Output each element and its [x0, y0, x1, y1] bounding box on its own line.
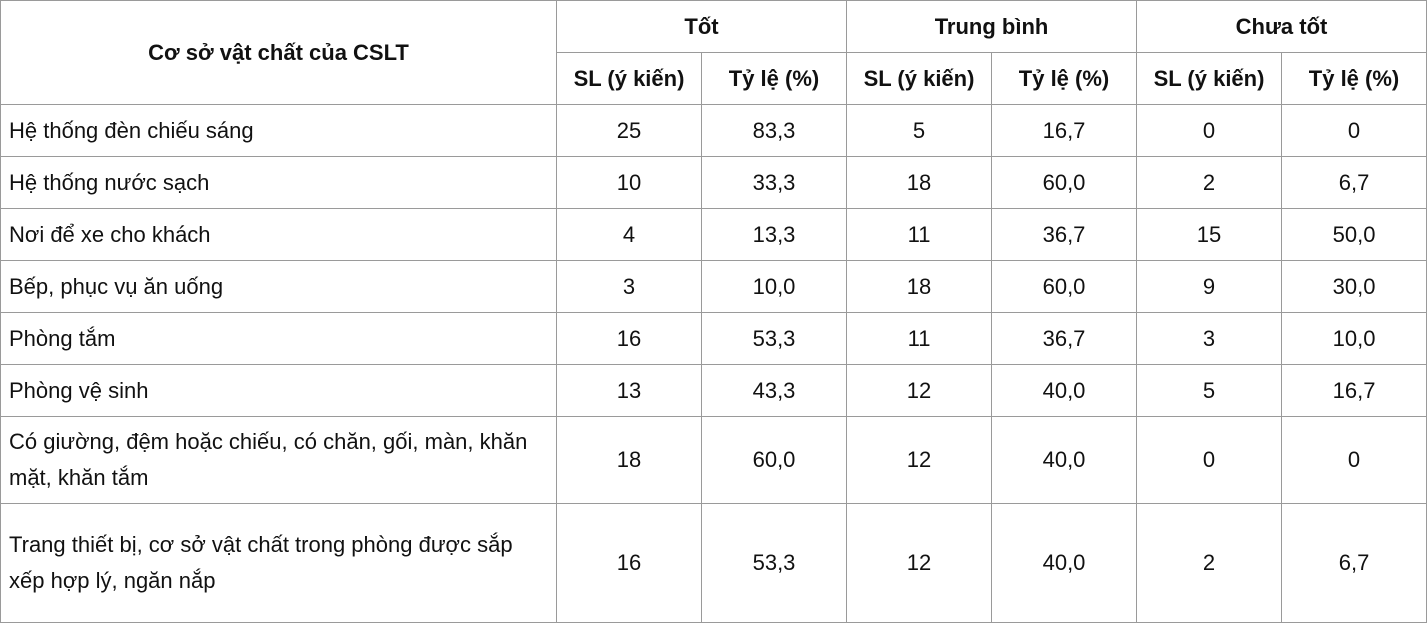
row-label: Hệ thống đèn chiếu sáng — [0, 104, 557, 157]
subheader-cell: SL (ý kiến) — [1136, 52, 1283, 105]
data-cell: 9 — [1136, 260, 1283, 313]
data-cell: 40,0 — [991, 416, 1138, 504]
table-row: Nơi để xe cho khách 4 13,3 11 36,7 15 50,0 — [0, 208, 1428, 261]
data-cell: 5 — [1136, 364, 1283, 417]
data-cell: 13 — [556, 364, 702, 417]
data-cell: 25 — [556, 104, 702, 157]
data-cell: 11 — [846, 208, 993, 261]
data-cell: 11 — [846, 312, 993, 365]
table-row: Phòng vệ sinh 13 43,3 12 40,0 5 16,7 — [0, 364, 1428, 417]
data-cell: 36,7 — [991, 208, 1138, 261]
data-cell: 53,3 — [700, 503, 848, 623]
subheader-cell: Tỷ lệ (%) — [700, 52, 848, 105]
row-label: Có giường, đệm hoặc chiếu, có chăn, gối,… — [0, 416, 557, 504]
subheader-cell: SL (ý kiến) — [556, 52, 702, 105]
data-cell: 5 — [846, 104, 993, 157]
data-cell: 18 — [556, 416, 702, 504]
data-cell: 13,3 — [700, 208, 848, 261]
data-cell: 10 — [556, 156, 702, 209]
data-cell: 60,0 — [991, 156, 1138, 209]
data-cell: 12 — [846, 503, 993, 623]
row-label: Phòng vệ sinh — [0, 364, 557, 417]
data-cell: 16,7 — [1281, 364, 1428, 417]
header-cell: Cơ sở vật chất của CSLT — [0, 0, 557, 105]
data-cell: 60,0 — [700, 416, 848, 504]
data-cell: 3 — [556, 260, 702, 313]
data-cell: 12 — [846, 416, 993, 504]
data-cell: 30,0 — [1281, 260, 1428, 313]
table-row: Trang thiết bị, cơ sở vật chất trong phò… — [0, 503, 1428, 623]
data-cell: 83,3 — [700, 104, 848, 157]
table-row: Có giường, đệm hoặc chiếu, có chăn, gối,… — [0, 416, 1428, 504]
group-header: Trung bình — [846, 0, 1138, 53]
data-cell: 18 — [846, 156, 993, 209]
row-label: Phòng tắm — [0, 312, 557, 365]
row-label: Bếp, phục vụ ăn uống — [0, 260, 557, 313]
header-row: Cơ sở vật chất của CSLT Tốt Trung bình Chưa… — [0, 0, 1428, 105]
subheader-cell: Tỷ lệ (%) — [991, 52, 1138, 105]
group-header: Chưa tốt — [1136, 0, 1428, 53]
data-cell: 4 — [556, 208, 702, 261]
data-cell: 6,7 — [1281, 156, 1428, 209]
data-cell: 36,7 — [991, 312, 1138, 365]
data-cell: 15 — [1136, 208, 1283, 261]
data-cell: 53,3 — [700, 312, 848, 365]
data-cell: 50,0 — [1281, 208, 1428, 261]
data-cell: 18 — [846, 260, 993, 313]
data-cell: 10,0 — [700, 260, 848, 313]
subheader-cell: SL (ý kiến) — [846, 52, 993, 105]
data-cell: 0 — [1136, 416, 1283, 504]
data-cell: 0 — [1281, 416, 1428, 504]
data-cell: 16 — [556, 312, 702, 365]
subheader-cell: Tỷ lệ (%) — [1281, 52, 1428, 105]
data-cell: 40,0 — [991, 503, 1138, 623]
data-cell: 2 — [1136, 156, 1283, 209]
data-cell: 40,0 — [991, 364, 1138, 417]
table-header: Cơ sở vật chất của CSLT Tốt Trung bình Chưa… — [0, 0, 1428, 105]
data-cell: 0 — [1136, 104, 1283, 157]
data-cell: 3 — [1136, 312, 1283, 365]
data-cell: 0 — [1281, 104, 1428, 157]
data-cell: 10,0 — [1281, 312, 1428, 365]
row-label: Hệ thống nước sạch — [0, 156, 557, 209]
group-header: Tốt — [555, 0, 848, 53]
data-cell: 6,7 — [1281, 503, 1428, 623]
table-row: Phòng tắm 16 53,3 11 36,7 3 10,0 — [0, 312, 1428, 365]
data-cell: 16,7 — [991, 104, 1138, 157]
table-row: Bếp, phục vụ ăn uống 3 10,0 18 60,0 9 30,0 — [0, 260, 1428, 313]
data-cell: 2 — [1136, 503, 1283, 623]
table-row: Hệ thống nước sạch 10 33,3 18 60,0 2 6,7 — [0, 156, 1428, 209]
data-cell: 12 — [846, 364, 993, 417]
row-label: Trang thiết bị, cơ sở vật chất trong phò… — [0, 503, 557, 623]
data-cell: 43,3 — [700, 364, 848, 417]
data-cell: 60,0 — [991, 260, 1138, 313]
row-label: Nơi để xe cho khách — [0, 208, 557, 261]
table-body: Hệ thống đèn chiếu sáng 25 83,3 5 16,7 0 0 Hệ t… — [0, 104, 1428, 623]
table-row: Hệ thống đèn chiếu sáng 25 83,3 5 16,7 0 0 — [0, 104, 1428, 157]
data-cell: 16 — [556, 503, 702, 623]
data-cell: 33,3 — [700, 156, 848, 209]
